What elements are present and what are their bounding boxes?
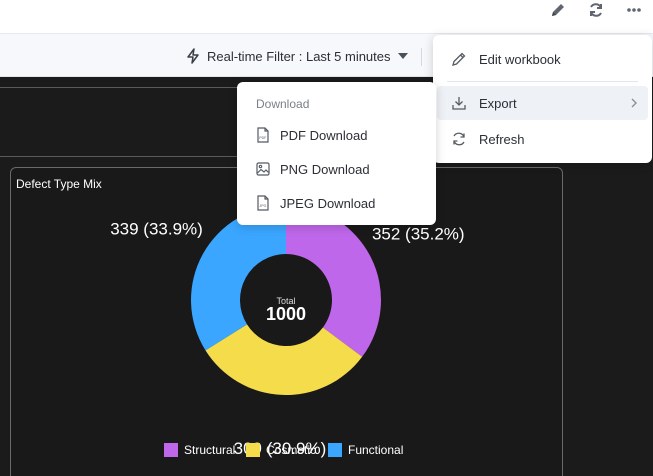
realtime-filter-label: Real-time Filter : Last 5 minutes bbox=[207, 48, 391, 64]
export-submenu: Download PDF PDF Download PNG Download J… bbox=[237, 82, 436, 225]
legend-item-cosmetic[interactable]: Cosmetic bbox=[246, 442, 316, 458]
menu-divider bbox=[447, 81, 638, 82]
edit-workbook-item[interactable]: Edit workbook bbox=[437, 42, 648, 76]
pencil-outline-icon bbox=[452, 52, 466, 66]
pdf-download-label: PDF Download bbox=[280, 127, 368, 143]
divider bbox=[421, 48, 422, 66]
chart-title: Defect Type Mix bbox=[16, 177, 102, 191]
data-label-functional: 339 (33.9%) bbox=[110, 219, 203, 238]
chevron-right-icon bbox=[631, 98, 637, 108]
legend-label: Functional bbox=[348, 443, 404, 457]
export-item[interactable]: Export bbox=[437, 86, 648, 120]
image-icon bbox=[256, 162, 270, 176]
workbook-menu: Edit workbook Export Refresh bbox=[433, 35, 652, 163]
center-total-value: 1000 bbox=[266, 304, 306, 324]
caret-down-icon bbox=[397, 53, 408, 59]
legend-item-structural[interactable]: Structural bbox=[164, 442, 235, 458]
top-toolbar bbox=[0, 0, 653, 33]
jpeg-download-item[interactable]: JPG JPEG Download bbox=[256, 193, 375, 213]
pdf-file-icon: PDF bbox=[257, 127, 269, 143]
legend-item-functional[interactable]: Functional bbox=[328, 442, 403, 458]
center-total-label: Total bbox=[276, 296, 295, 306]
jpeg-download-label: JPEG Download bbox=[280, 195, 376, 211]
legend-label: Cosmetic bbox=[266, 443, 317, 457]
donut-slice-structural[interactable] bbox=[286, 205, 382, 357]
png-download-item[interactable]: PNG Download bbox=[256, 159, 370, 179]
realtime-filter-dropdown[interactable]: Real-time Filter : Last 5 minutes bbox=[186, 34, 408, 78]
refresh-item[interactable]: Refresh bbox=[437, 122, 648, 156]
download-icon bbox=[452, 97, 466, 110]
data-label-structural: 352 (35.2%) bbox=[372, 225, 465, 244]
jpg-file-icon: JPG bbox=[257, 195, 269, 211]
edit-workbook-label: Edit workbook bbox=[479, 51, 561, 67]
svg-text:JPG: JPG bbox=[259, 204, 266, 208]
legend-swatch bbox=[164, 443, 178, 457]
export-label: Export bbox=[479, 95, 517, 111]
donut-slice-functional[interactable] bbox=[191, 205, 286, 351]
png-download-label: PNG Download bbox=[280, 161, 370, 177]
legend-swatch bbox=[328, 443, 342, 457]
legend-swatch bbox=[246, 443, 260, 457]
pencil-icon[interactable] bbox=[545, 0, 571, 20]
legend-label: Structural bbox=[184, 443, 236, 457]
download-heading: Download bbox=[256, 97, 310, 111]
donut-slice-cosmetic[interactable] bbox=[205, 324, 363, 395]
refresh-label: Refresh bbox=[479, 131, 525, 147]
svg-text:PDF: PDF bbox=[259, 136, 267, 140]
lightning-icon bbox=[187, 48, 199, 64]
refresh-icon[interactable] bbox=[583, 0, 609, 20]
pdf-download-item[interactable]: PDF PDF Download bbox=[256, 125, 367, 145]
more-icon[interactable] bbox=[621, 0, 647, 20]
refresh-outline-icon bbox=[453, 132, 465, 146]
